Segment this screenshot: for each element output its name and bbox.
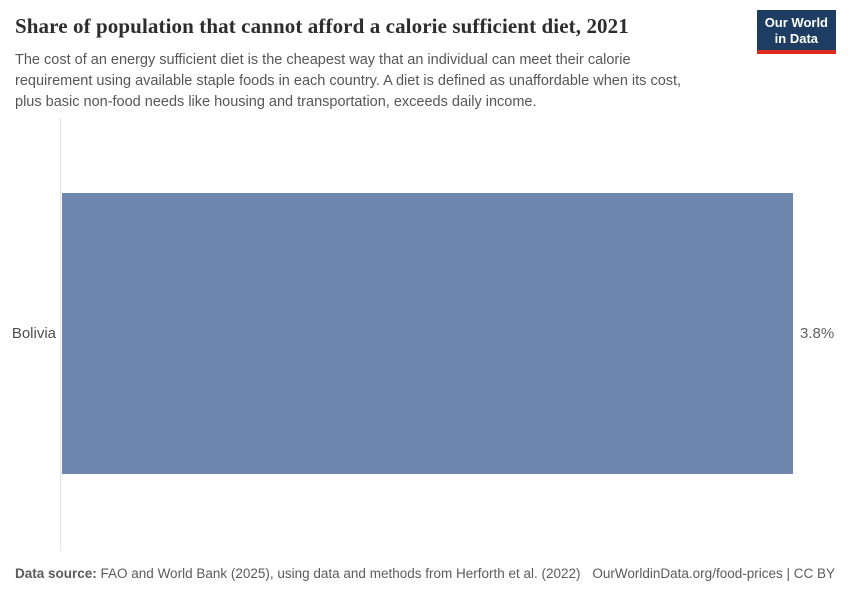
chart-subtitle: The cost of an energy sufficient diet is… bbox=[15, 52, 682, 111]
chart-plot-area: Bolivia 3.8% bbox=[0, 118, 850, 551]
data-source-label: Data source: bbox=[15, 566, 97, 581]
owid-logo[interactable]: Our World in Data bbox=[756, 10, 836, 55]
page-title: Share of population that cannot afford a… bbox=[15, 14, 629, 38]
y-axis-line bbox=[60, 118, 61, 551]
license-link[interactable]: OurWorldinData.org/food-prices | CC BY bbox=[592, 566, 835, 581]
chart-footer: Data source: FAO and World Bank (2025), … bbox=[15, 566, 835, 581]
bar-bolivia[interactable] bbox=[62, 193, 793, 474]
data-source-text: FAO and World Bank (2025), using data an… bbox=[96, 566, 581, 581]
data-source: Data source: FAO and World Bank (2025), … bbox=[15, 566, 581, 581]
owid-logo-line2: in Data bbox=[774, 30, 819, 46]
bar-value-label: 3.8% bbox=[800, 325, 835, 342]
owid-logo-line1: Our World bbox=[764, 15, 828, 30]
bar-row: Bolivia 3.8% bbox=[0, 193, 850, 474]
category-label: Bolivia bbox=[11, 325, 56, 342]
